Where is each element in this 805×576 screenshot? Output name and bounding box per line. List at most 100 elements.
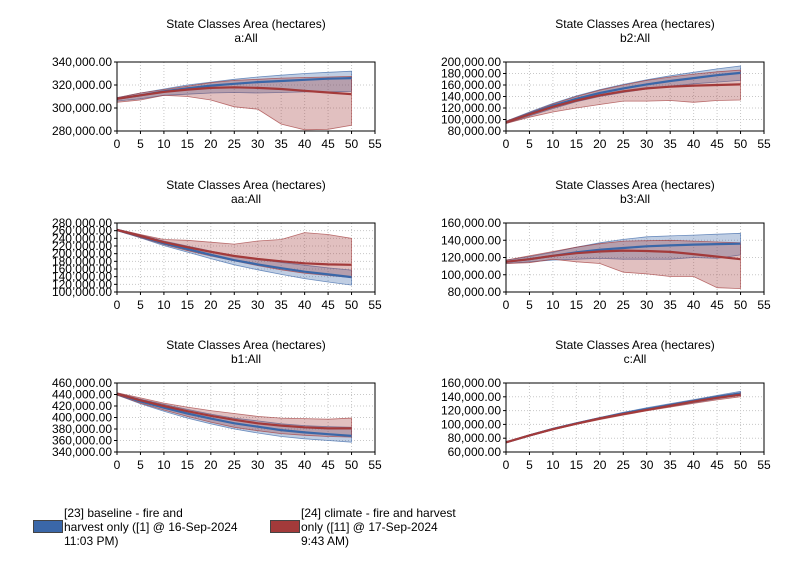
plot-frame bbox=[116, 222, 376, 293]
x-tick-label: 20 bbox=[593, 137, 607, 151]
y-tick-label: 80,000.00 bbox=[448, 124, 502, 138]
x-tick-label: 45 bbox=[710, 458, 724, 472]
x-tick-label: 20 bbox=[204, 137, 218, 151]
x-tick-label: 5 bbox=[526, 137, 533, 151]
x-tick-label: 40 bbox=[687, 458, 701, 472]
x-tick-label: 40 bbox=[687, 298, 701, 312]
y-tick-label: 180,000.00 bbox=[441, 67, 501, 81]
x-tick-label: 50 bbox=[734, 137, 748, 151]
x-tick-label: 0 bbox=[114, 458, 121, 472]
y-tick-label: 120,000.00 bbox=[441, 251, 501, 265]
x-tick-label: 40 bbox=[687, 137, 701, 151]
y-tick-label: 380,000.00 bbox=[52, 422, 112, 436]
x-tick-label: 10 bbox=[546, 298, 560, 312]
chart-subtitle: b2:All bbox=[620, 31, 650, 45]
x-tick-label: 35 bbox=[664, 298, 678, 312]
x-tick-label: 50 bbox=[734, 458, 748, 472]
x-tick-label: 20 bbox=[204, 458, 218, 472]
x-tick-label: 15 bbox=[570, 298, 584, 312]
series-line-0 bbox=[116, 392, 352, 437]
x-tick-label: 30 bbox=[640, 298, 654, 312]
y-tick-label: 160,000.00 bbox=[441, 216, 501, 230]
x-tick-label: 15 bbox=[570, 458, 584, 472]
chart-panel-1: State Classes Area (hectares)b2:All 0 5 10 1… bbox=[441, 17, 771, 151]
y-tick-label: 80,000.00 bbox=[448, 285, 502, 299]
y-tick-label: 220,000.00 bbox=[52, 239, 112, 253]
series-band-1 bbox=[116, 392, 352, 438]
chart-title: State Classes Area (hectares) bbox=[166, 338, 325, 352]
y-tick-label: 200,000.00 bbox=[441, 55, 501, 69]
x-tick-label: 15 bbox=[181, 458, 195, 472]
chart-title: State Classes Area (hectares) bbox=[555, 17, 714, 31]
x-tick-label: 50 bbox=[345, 458, 359, 472]
x-tick-label: 25 bbox=[228, 298, 242, 312]
x-tick-label: 0 bbox=[503, 137, 510, 151]
x-tick-label: 25 bbox=[228, 458, 242, 472]
x-tick-label: 50 bbox=[345, 137, 359, 151]
x-tick-label: 35 bbox=[275, 458, 289, 472]
y-tick-label: 300,000.00 bbox=[52, 101, 112, 115]
chart-panel-0: State Classes Area (hectares)a:All 0 5 10 15… bbox=[52, 17, 382, 151]
series-line-1 bbox=[116, 228, 352, 266]
y-tick-label: 280,000.00 bbox=[52, 124, 112, 138]
chart-subtitle: aa:All bbox=[231, 192, 261, 206]
x-tick-label: 55 bbox=[368, 458, 382, 472]
y-tick-label: 340,000.00 bbox=[52, 445, 112, 459]
x-tick-label: 15 bbox=[181, 137, 195, 151]
x-tick-label: 15 bbox=[181, 298, 195, 312]
chart-panel-2: State Classes Area (hectares)aa:All 0 5 10 1… bbox=[52, 178, 382, 312]
chart-panel-3: State Classes Area (hectares)b3:All 0 5 10 1… bbox=[441, 178, 771, 312]
x-tick-label: 0 bbox=[503, 458, 510, 472]
x-tick-label: 15 bbox=[570, 137, 584, 151]
legend-swatch-baseline bbox=[33, 520, 63, 533]
chart-panel-4: State Classes Area (hectares)b1:All 0 5 10 1… bbox=[52, 338, 382, 472]
plot-frame bbox=[505, 382, 765, 453]
y-tick-label: 420,000.00 bbox=[52, 399, 112, 413]
y-tick-label: 340,000.00 bbox=[52, 55, 112, 69]
series-line-1 bbox=[505, 249, 741, 263]
x-tick-label: 0 bbox=[114, 137, 121, 151]
x-tick-label: 55 bbox=[757, 298, 771, 312]
x-tick-label: 45 bbox=[710, 137, 724, 151]
series-band-1 bbox=[505, 69, 741, 125]
x-tick-label: 40 bbox=[298, 298, 312, 312]
x-tick-label: 5 bbox=[137, 137, 144, 151]
y-tick-label: 460,000.00 bbox=[52, 376, 112, 390]
x-tick-label: 50 bbox=[345, 298, 359, 312]
x-tick-label: 5 bbox=[137, 458, 144, 472]
y-tick-label: 440,000.00 bbox=[52, 388, 112, 402]
x-tick-label: 35 bbox=[664, 137, 678, 151]
y-tick-label: 80,000.00 bbox=[448, 431, 502, 445]
x-tick-label: 25 bbox=[617, 137, 631, 151]
y-tick-label: 100,000.00 bbox=[441, 113, 501, 127]
chart-title: State Classes Area (hectares) bbox=[555, 338, 714, 352]
chart-subtitle: b1:All bbox=[231, 352, 261, 366]
legend-label-climate: [24] climate - fire and harvest only ([1… bbox=[301, 506, 456, 548]
y-tick-label: 160,000.00 bbox=[52, 262, 112, 276]
y-tick-label: 280,000.00 bbox=[52, 216, 112, 230]
x-tick-label: 25 bbox=[228, 137, 242, 151]
x-tick-label: 5 bbox=[526, 298, 533, 312]
x-tick-label: 0 bbox=[114, 298, 121, 312]
x-tick-label: 40 bbox=[298, 137, 312, 151]
x-tick-label: 10 bbox=[546, 137, 560, 151]
chart-title: State Classes Area (hectares) bbox=[166, 178, 325, 192]
y-tick-label: 60,000.00 bbox=[448, 445, 502, 459]
y-tick-label: 200,000.00 bbox=[52, 247, 112, 261]
y-tick-label: 100,000.00 bbox=[52, 285, 112, 299]
y-tick-label: 400,000.00 bbox=[52, 411, 112, 425]
x-tick-label: 20 bbox=[593, 298, 607, 312]
chart-subtitle: c:All bbox=[624, 352, 647, 366]
y-tick-label: 120,000.00 bbox=[441, 101, 501, 115]
x-tick-label: 10 bbox=[157, 137, 171, 151]
x-tick-label: 55 bbox=[368, 137, 382, 151]
x-tick-label: 30 bbox=[640, 137, 654, 151]
y-tick-label: 100,000.00 bbox=[441, 417, 501, 431]
x-tick-label: 45 bbox=[321, 137, 335, 151]
x-tick-label: 5 bbox=[137, 298, 144, 312]
series-band-0 bbox=[116, 392, 352, 443]
y-tick-label: 140,000.00 bbox=[441, 233, 501, 247]
legend-swatch-climate bbox=[270, 520, 300, 533]
x-tick-label: 10 bbox=[157, 298, 171, 312]
x-tick-label: 50 bbox=[734, 298, 748, 312]
